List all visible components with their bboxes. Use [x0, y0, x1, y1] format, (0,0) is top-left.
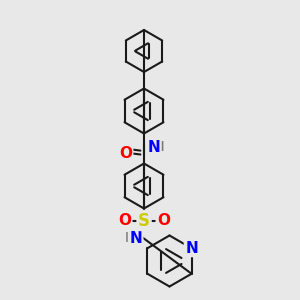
Text: H: H [153, 140, 165, 154]
Text: O: O [118, 213, 131, 228]
Text: N: N [185, 241, 198, 256]
Text: O: O [157, 213, 170, 228]
Text: O: O [119, 146, 132, 160]
Text: N: N [148, 140, 160, 154]
Text: S: S [138, 212, 150, 230]
Text: N: N [129, 231, 142, 246]
Text: H: H [125, 232, 136, 245]
